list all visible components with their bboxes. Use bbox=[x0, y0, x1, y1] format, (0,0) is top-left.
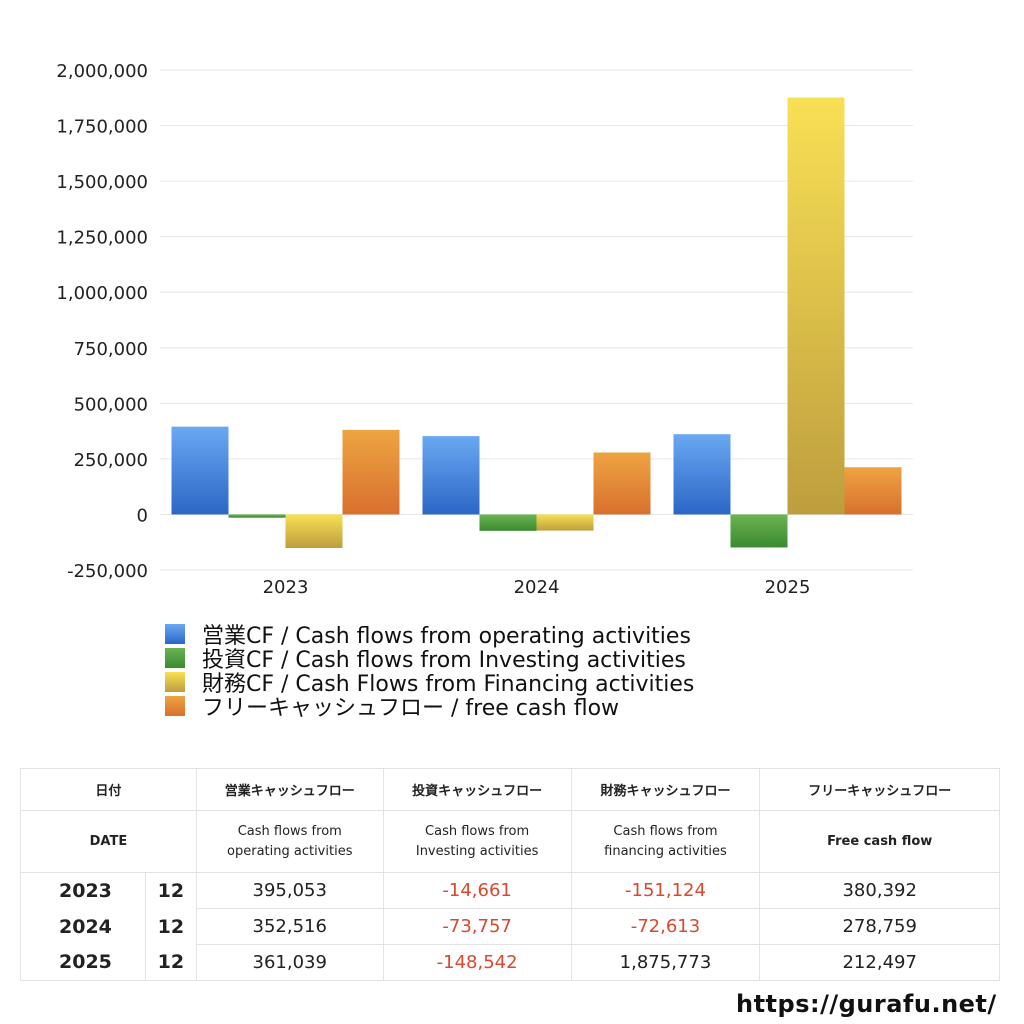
y-tick-label: 2,000,000 bbox=[56, 61, 148, 82]
bar-2025-series-0 bbox=[673, 434, 731, 515]
bar-2024-series-3 bbox=[593, 452, 651, 515]
header-operating-jp: 営業キャッシュフロー bbox=[195, 768, 384, 811]
y-tick-label: 1,750,000 bbox=[56, 117, 148, 138]
legend-swatch bbox=[165, 648, 185, 668]
header-fcf-en: Free cash flow bbox=[759, 810, 1000, 873]
bar-2023-series-2 bbox=[285, 514, 343, 549]
table-header-jp: 日付 営業キャッシュフロー 投資キャッシュフロー 財務キャッシュフロー フリーキ… bbox=[20, 768, 1000, 811]
cash-flow-table: 日付 営業キャッシュフロー 投資キャッシュフロー 財務キャッシュフロー フリーキ… bbox=[20, 768, 1000, 981]
table-row: 2023 12 395,053 -14,661 -151,124 380,392 bbox=[20, 872, 1000, 909]
chart-legend: 営業CF / Cash flows from operating activit… bbox=[165, 622, 694, 721]
bar-2023-series-0 bbox=[171, 426, 229, 515]
row-year: 2024 bbox=[20, 908, 146, 945]
header-text: Cash flows from operating activities bbox=[227, 823, 353, 859]
row-year: 2025 bbox=[20, 944, 146, 981]
y-tick-label: 750,000 bbox=[74, 339, 148, 360]
table-row: 2024 12 352,516 -73,757 -72,613 278,759 bbox=[20, 908, 1000, 945]
row-operating: 361,039 bbox=[195, 944, 384, 981]
legend-swatch bbox=[165, 696, 185, 716]
table-row: 2025 12 361,039 -148,542 1,875,773 212,4… bbox=[20, 944, 1000, 981]
header-investing-jp: 投資キャッシュフロー bbox=[382, 768, 572, 811]
row-fcf: 278,759 bbox=[759, 908, 1000, 945]
header-financing-en: Cash flows from financing activities bbox=[570, 810, 761, 873]
header-text: Cash flows from financing activities bbox=[604, 823, 727, 859]
site-url[interactable]: https://gurafu.net/ bbox=[736, 990, 997, 1018]
bar-2024-series-1 bbox=[479, 514, 537, 531]
header-investing-en: Cash flows from Investing activities bbox=[382, 810, 572, 873]
header-date-en: DATE bbox=[20, 810, 197, 873]
header-fcf-jp: フリーキャッシュフロー bbox=[759, 768, 1000, 811]
table-header-en: DATE Cash flows from operating activitie… bbox=[20, 810, 1000, 873]
row-financing: -151,124 bbox=[570, 872, 761, 909]
legend-item-financing: 財務CF / Cash Flows from Financing activit… bbox=[165, 670, 694, 697]
legend-swatch bbox=[165, 624, 185, 644]
legend-item-free-cash-flow: フリーキャッシュフロー / free cash flow bbox=[165, 694, 694, 721]
bar-2025-series-1 bbox=[730, 514, 788, 548]
y-tick-label: 1,250,000 bbox=[56, 228, 148, 249]
header-financing-jp: 財務キャッシュフロー bbox=[570, 768, 761, 811]
row-fcf: 212,497 bbox=[759, 944, 1000, 981]
y-tick-label: -250,000 bbox=[67, 561, 148, 582]
legend-swatch bbox=[165, 672, 185, 692]
legend-label: 財務CF / Cash Flows from Financing activit… bbox=[202, 672, 695, 697]
row-month: 12 bbox=[144, 872, 197, 909]
bar-2024-series-2 bbox=[536, 514, 594, 531]
y-tick-label: 1,500,000 bbox=[56, 172, 148, 193]
x-tick-label: 2024 bbox=[514, 577, 560, 598]
header-operating-en: Cash flows from operating activities bbox=[195, 810, 384, 873]
y-tick-label: 1,000,000 bbox=[56, 283, 148, 304]
y-tick-label: 250,000 bbox=[74, 450, 148, 471]
y-tick-label: 0 bbox=[137, 505, 148, 526]
row-investing: -14,661 bbox=[382, 872, 572, 909]
cash-flow-bar-chart: -250,000 0 250,000 500,000 750,000 1,000,000 1… bbox=[56, 61, 913, 598]
row-fcf: 380,392 bbox=[759, 872, 1000, 909]
row-month: 12 bbox=[144, 944, 197, 981]
row-investing: -73,757 bbox=[382, 908, 572, 945]
row-investing: -148,542 bbox=[382, 944, 572, 981]
bar-2025-series-2 bbox=[787, 97, 845, 515]
bar-2024-series-0 bbox=[422, 436, 480, 515]
x-tick-label: 2023 bbox=[263, 577, 309, 598]
row-financing: 1,875,773 bbox=[570, 944, 761, 981]
header-date-jp: 日付 bbox=[20, 768, 197, 811]
bar-2023-series-3 bbox=[342, 429, 400, 515]
legend-label: フリーキャッシュフロー / free cash flow bbox=[202, 696, 620, 721]
x-tick-label: 2025 bbox=[765, 577, 811, 598]
row-month: 12 bbox=[144, 908, 197, 945]
row-operating: 352,516 bbox=[195, 908, 384, 945]
bar-2023-series-1 bbox=[228, 514, 286, 518]
legend-item-investing: 投資CF / Cash flows from Investing activit… bbox=[165, 646, 694, 673]
legend-item-operating: 営業CF / Cash flows from operating activit… bbox=[165, 622, 694, 649]
y-tick-label: 500,000 bbox=[74, 394, 148, 415]
row-operating: 395,053 bbox=[195, 872, 384, 909]
legend-label: 投資CF / Cash flows from Investing activit… bbox=[202, 648, 686, 673]
row-year: 2023 bbox=[20, 872, 146, 909]
row-financing: -72,613 bbox=[570, 908, 761, 945]
legend-label: 営業CF / Cash flows from operating activit… bbox=[202, 624, 691, 649]
bar-2025-series-3 bbox=[844, 467, 902, 515]
header-text: Cash flows from Investing activities bbox=[415, 823, 539, 859]
